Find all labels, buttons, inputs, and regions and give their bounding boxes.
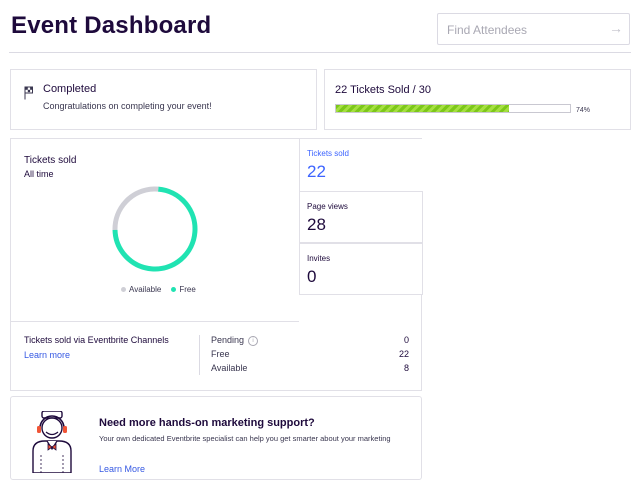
channels-learn-more-link[interactable]: Learn more bbox=[24, 350, 71, 360]
header-divider bbox=[9, 52, 631, 53]
event-status-card: Completed Congratulations on completing … bbox=[10, 69, 317, 130]
ticket-progress-fill bbox=[336, 105, 510, 112]
tickets-donut-chart bbox=[112, 186, 198, 272]
ticket-progress-card: 22 Tickets Sold / 30 74% bbox=[324, 69, 631, 130]
stat-value: 8 bbox=[403, 363, 409, 373]
legend-label-available: Available bbox=[129, 285, 162, 294]
donut-slice-free bbox=[112, 186, 198, 272]
stat-label: Available bbox=[211, 363, 248, 373]
marketing-support-card: Need more hands-on marketing support? Yo… bbox=[10, 396, 422, 480]
status-title: Completed bbox=[43, 83, 97, 95]
search-input[interactable] bbox=[445, 14, 609, 46]
ticket-progress-bar bbox=[335, 104, 571, 113]
status-message: Congratulations on completing your event… bbox=[43, 101, 212, 111]
metric-label: Page views bbox=[307, 202, 348, 211]
stat-value: 0 bbox=[403, 335, 409, 345]
channels-vertical-divider bbox=[199, 335, 200, 375]
promo-learn-more-link[interactable]: Learn More bbox=[99, 464, 146, 474]
stat-label: Free bbox=[211, 349, 230, 359]
legend-item-available: Available bbox=[121, 285, 161, 294]
promo-title: Need more hands-on marketing support? bbox=[99, 417, 315, 429]
metric-invites[interactable]: Invites 0 bbox=[299, 243, 423, 295]
promo-description: Your own dedicated Eventbrite specialist… bbox=[99, 434, 391, 443]
metric-value: 28 bbox=[307, 215, 326, 234]
support-agent-icon bbox=[32, 411, 72, 473]
metric-label: Invites bbox=[307, 254, 331, 263]
channels-title: Tickets sold via Eventbrite Channels bbox=[24, 335, 169, 345]
metric-value: 0 bbox=[307, 267, 317, 286]
metric-label: Tickets sold bbox=[307, 149, 349, 158]
stat-value: 22 bbox=[398, 349, 409, 359]
tickets-stats-card: Tickets sold All time Available Free Tic… bbox=[10, 138, 423, 391]
flag-icon bbox=[24, 86, 33, 100]
tickets-sold-summary: 22 Tickets Sold / 30 bbox=[335, 84, 431, 96]
legend-swatch-available bbox=[121, 287, 126, 292]
chart-title: Tickets sold bbox=[24, 155, 77, 166]
legend-label-free: Free bbox=[179, 285, 196, 294]
metric-tickets-sold[interactable]: Tickets sold 22 bbox=[299, 139, 423, 191]
metric-value: 22 bbox=[307, 162, 326, 181]
info-icon[interactable]: i bbox=[248, 335, 259, 346]
stat-row-pending: Pending i 0 bbox=[211, 335, 409, 346]
chart-legend: Available Free bbox=[121, 285, 196, 294]
legend-item-free: Free bbox=[171, 285, 196, 294]
stat-row-available: Available 8 bbox=[211, 363, 409, 373]
progress-percent: 74% bbox=[576, 107, 591, 114]
arrow-right-icon[interactable]: → bbox=[609, 20, 623, 36]
channels-divider bbox=[11, 321, 299, 322]
page-title: Event Dashboard bbox=[11, 12, 212, 39]
stat-row-free: Free 22 bbox=[211, 349, 409, 359]
chart-subtitle: All time bbox=[24, 169, 54, 179]
stat-label: Pending bbox=[211, 335, 245, 345]
legend-swatch-free bbox=[171, 287, 177, 292]
metric-page-views[interactable]: Page views 28 bbox=[299, 191, 423, 243]
find-attendees-search[interactable]: → bbox=[437, 13, 630, 46]
